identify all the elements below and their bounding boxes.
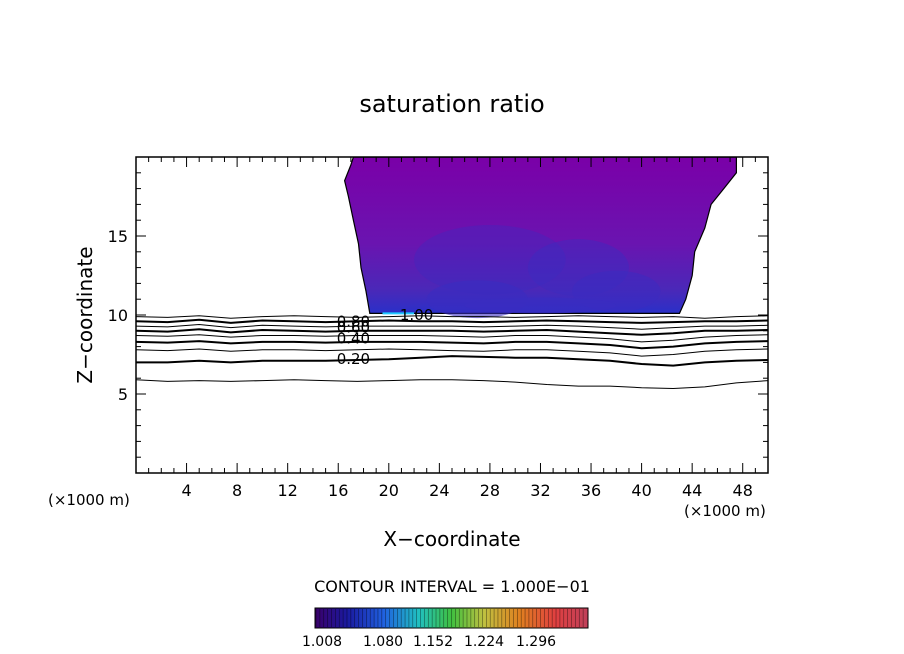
x-tick-label: 16 (328, 481, 348, 500)
colorbar-tick-label: 1.152 (413, 634, 453, 650)
contour-line (136, 323, 768, 330)
contour-interval-label: CONTOUR INTERVAL = 1.000E−01 (314, 577, 590, 596)
x-tick-label: 24 (429, 481, 449, 500)
x-tick-label: 44 (682, 481, 702, 500)
colorbar-ticks: 1.008 1.080 1.152 1.224 1.296 (302, 634, 556, 650)
x-tick-label: 20 (379, 481, 399, 500)
x-axis-ticks: 4 8 12 16 20 24 28 32 36 40 44 48 (148, 157, 756, 500)
contour-line (136, 328, 768, 336)
contour-label: 0.80 (337, 312, 370, 330)
y-tick-label: 15 (108, 227, 128, 246)
x-unit-right: (×1000 m) (684, 502, 766, 520)
colorbar-tick-label: 1.224 (464, 634, 504, 650)
x-tick-label: 48 (733, 481, 753, 500)
cloud-region (343, 157, 737, 319)
contour-line (136, 318, 768, 324)
plot-area (136, 157, 768, 390)
x-tick-label: 28 (480, 481, 500, 500)
contour-lines (136, 315, 768, 390)
contour-label: 0.60 (337, 319, 370, 337)
colorbar-tick-label: 1.080 (363, 634, 403, 650)
cloud-core (464, 297, 617, 314)
y-axis-label: Z−coordinate (73, 246, 97, 383)
colorbar-tick-label: 1.296 (516, 634, 556, 650)
y-tick-label: 5 (118, 385, 128, 404)
chart-title: saturation ratio (359, 90, 544, 118)
contour-label: 0.40 (337, 330, 370, 348)
x-unit-left: (×1000 m) (48, 491, 130, 509)
x-tick-label: 12 (278, 481, 298, 500)
contour-line (136, 355, 768, 367)
contour-line (136, 334, 768, 343)
contour-line (136, 315, 768, 319)
contour-labels: 1.00 0.800.600.40 0.20 (337, 306, 434, 368)
x-tick-label: 8 (232, 481, 242, 500)
x-tick-label: 40 (631, 481, 651, 500)
x-tick-label: 4 (181, 481, 191, 500)
x-axis-label: X−coordinate (383, 527, 520, 551)
colorbar-tick-label: 1.008 (302, 634, 342, 650)
contour-line (136, 379, 768, 390)
y-axis-ticks: 5 10 15 (108, 172, 768, 458)
contour-line (136, 340, 768, 350)
contour-label: 0.20 (337, 350, 370, 368)
x-tick-label: 36 (581, 481, 601, 500)
contour-line (136, 348, 768, 357)
colorbar-stripes (315, 609, 584, 627)
cloud-core (414, 224, 566, 295)
y-tick-label: 10 (108, 306, 128, 325)
contour-label: 1.00 (400, 306, 433, 324)
x-tick-label: 32 (530, 481, 550, 500)
